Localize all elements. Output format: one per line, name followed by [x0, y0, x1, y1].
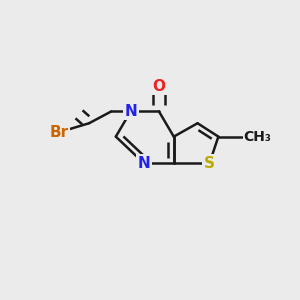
Text: O: O: [152, 79, 165, 94]
Text: Br: Br: [50, 125, 69, 140]
Text: N: N: [124, 104, 137, 119]
Text: CH₃: CH₃: [244, 130, 272, 144]
Text: N: N: [138, 156, 150, 171]
Text: S: S: [204, 156, 215, 171]
